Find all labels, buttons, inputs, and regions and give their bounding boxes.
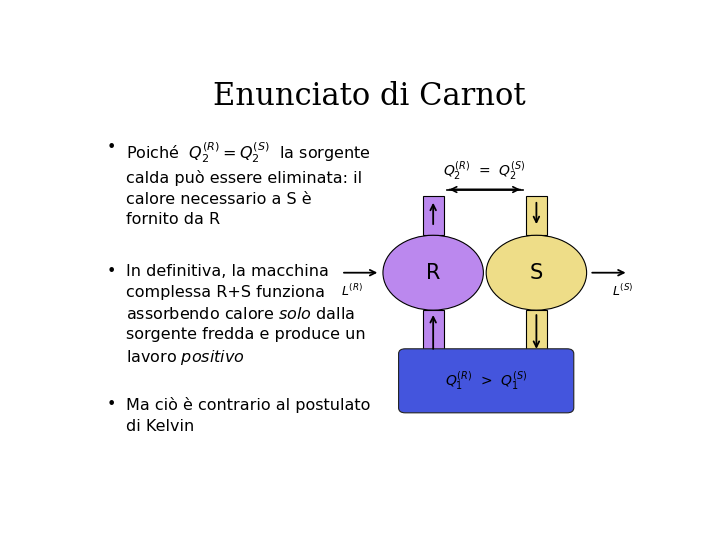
Bar: [423, 310, 444, 349]
Text: $L^{(S)}$: $L^{(S)}$: [612, 284, 634, 299]
Text: $Q_1^{(R)}$  >  $Q_1^{(S)}$: $Q_1^{(R)}$ > $Q_1^{(S)}$: [445, 369, 528, 392]
Circle shape: [383, 235, 483, 310]
FancyBboxPatch shape: [399, 349, 574, 413]
Text: In definitiva, la macchina
complessa R+S funziona
assorbendo calore $\mathit{sol: In definitiva, la macchina complessa R+S…: [126, 265, 366, 367]
Text: S: S: [530, 262, 543, 283]
Bar: [423, 196, 444, 235]
Text: $L^{(R)}$: $L^{(R)}$: [341, 284, 364, 299]
Text: •: •: [107, 265, 116, 279]
Text: •: •: [107, 140, 116, 154]
Bar: [526, 196, 547, 235]
Text: Enunciato di Carnot: Enunciato di Carnot: [212, 82, 526, 112]
Text: R: R: [426, 262, 441, 283]
Text: •: •: [107, 397, 116, 413]
Bar: [526, 310, 547, 349]
Text: Poiché  $Q_2^{(R)} = Q_2^{(S)}$  la sorgente
calda può essere eliminata: il
calo: Poiché $Q_2^{(R)} = Q_2^{(S)}$ la sorgen…: [126, 140, 371, 227]
Circle shape: [486, 235, 587, 310]
Text: Ma ciò è contrario al postulato
di Kelvin: Ma ciò è contrario al postulato di Kelvi…: [126, 397, 371, 434]
Text: $Q_2^{(R)}$  =  $Q_2^{(S)}$: $Q_2^{(R)}$ = $Q_2^{(S)}$: [444, 160, 526, 182]
